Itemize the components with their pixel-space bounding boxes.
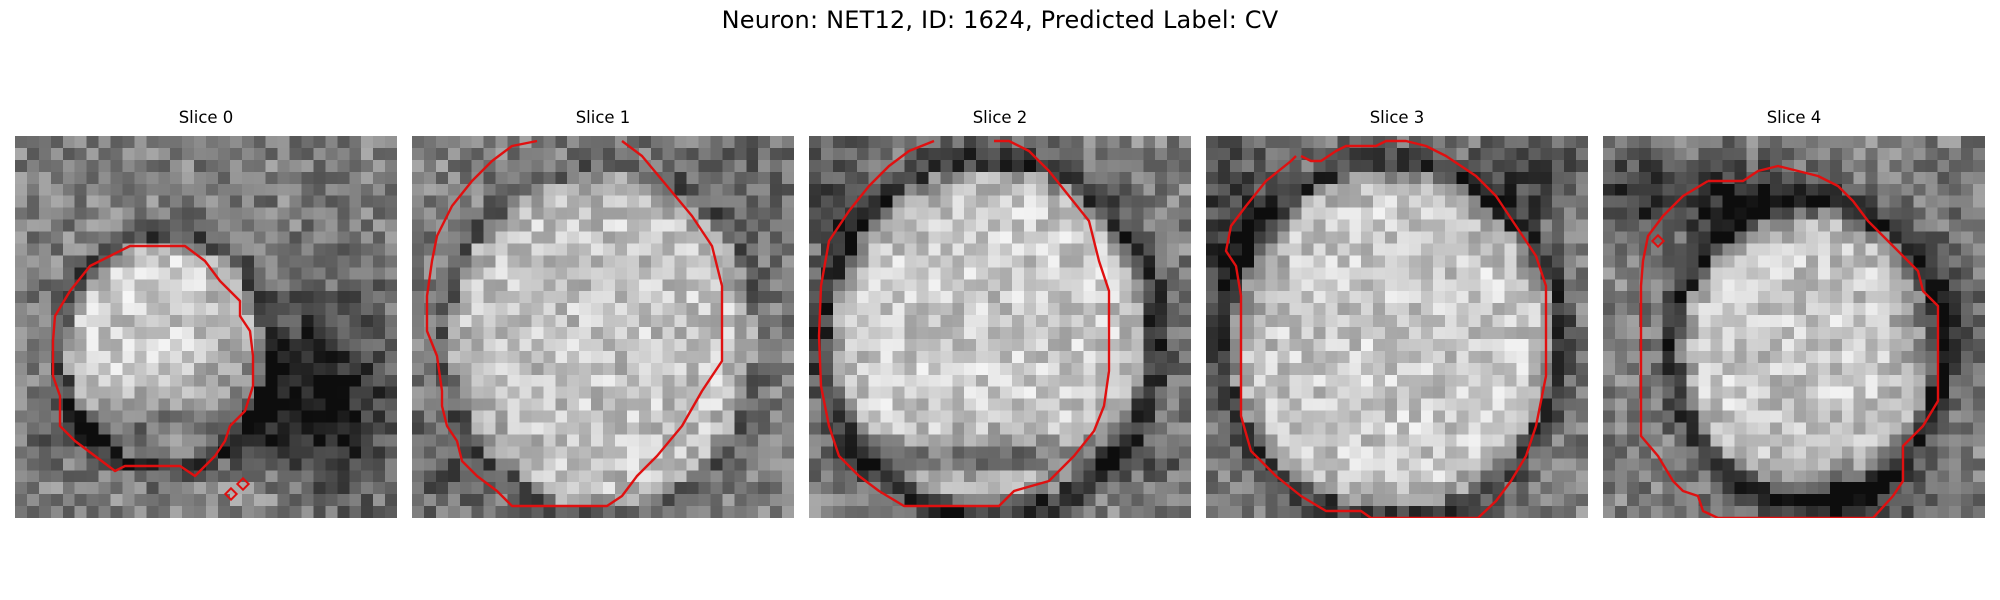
- slice-panel-1: Slice 1: [412, 108, 794, 518]
- slice-image-4: [1603, 136, 1985, 518]
- pixel-grid: [15, 136, 397, 518]
- pixel-grid: [809, 136, 1191, 518]
- slice-title-2: Slice 2: [972, 108, 1028, 127]
- slice-panel-4: Slice 4: [1603, 108, 1985, 518]
- slice-svg-0: [15, 136, 397, 518]
- slice-title-1: Slice 1: [575, 108, 631, 127]
- slice-svg-1: [412, 136, 794, 518]
- slice-image-2: [809, 136, 1191, 518]
- slice-title-3: Slice 3: [1369, 108, 1425, 127]
- slice-svg-3: [1206, 136, 1588, 518]
- segmentation-contour: [817, 139, 1111, 508]
- slice-title-4: Slice 4: [1766, 108, 1822, 127]
- segmentation-contour: [51, 244, 255, 478]
- segmentation-contour: [1224, 139, 1548, 518]
- pixel-grid: [1603, 136, 1985, 518]
- figure-title: Neuron: NET12, ID: 1624, Predicted Label…: [721, 6, 1279, 34]
- segmentation-contour: [425, 139, 724, 508]
- contour-marker: [223, 486, 239, 502]
- slice-title-0: Slice 0: [178, 108, 234, 127]
- slice-image-3: [1206, 136, 1588, 518]
- segmentation-contour: [1639, 164, 1940, 518]
- slice-panel-0: Slice 0: [15, 108, 397, 518]
- contour-marker: [235, 476, 251, 492]
- slice-svg-2: [809, 136, 1191, 518]
- slice-panel-2: Slice 2: [809, 108, 1191, 518]
- slice-image-1: [412, 136, 794, 518]
- contour-marker: [1650, 233, 1666, 249]
- slice-image-0: [15, 136, 397, 518]
- slice-svg-4: [1603, 136, 1985, 518]
- pixel-grid: [1206, 136, 1588, 518]
- slice-panel-3: Slice 3: [1206, 108, 1588, 518]
- pixel-grid: [412, 136, 794, 518]
